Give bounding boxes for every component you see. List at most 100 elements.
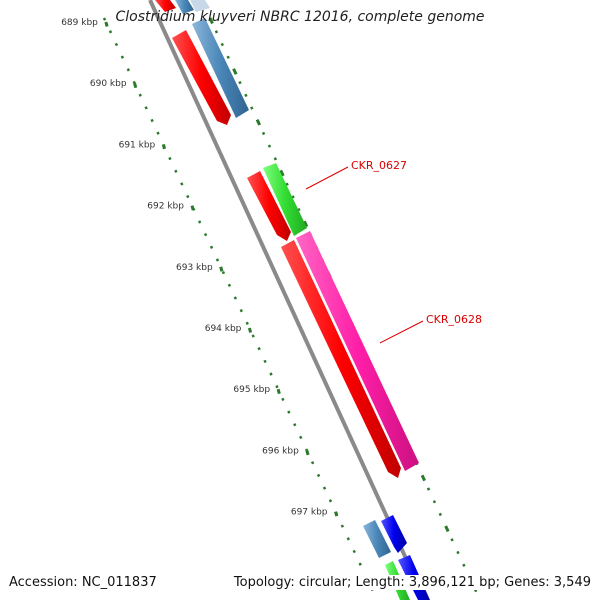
tick-dot <box>102 17 107 21</box>
kbp-tick-label: 689 kbp <box>61 18 98 28</box>
tick-dot <box>209 245 214 249</box>
tick-dot <box>174 169 178 173</box>
gene-steel-upper[interactable] <box>192 18 249 118</box>
outer-tick-dot <box>432 500 437 504</box>
kbp-tick-mark <box>219 266 224 272</box>
tick-dot <box>352 549 356 554</box>
gene-red-mid-short[interactable] <box>247 171 291 241</box>
kbp-tick-ring: 689 kbp 690 kbp 691 kbp 692 kbp 693 kbp 694 k… <box>61 17 374 592</box>
kbp-tick-label: 691 kbp <box>119 140 156 150</box>
kbp-tick: 693 kbp <box>176 263 224 273</box>
outer-tick-dot <box>226 55 230 59</box>
kbp-tick: 694 kbp <box>205 324 253 334</box>
gene-red-partial-top[interactable] <box>155 0 176 12</box>
gene-label-ckr-0627[interactable]: CKR_0627 <box>351 159 407 172</box>
tick-dot <box>156 131 160 135</box>
tick-dot <box>340 524 345 528</box>
gene-pink-ckr-0628[interactable] <box>296 231 419 471</box>
tick-dot <box>150 118 154 123</box>
kbp-tick-label: 696 kbp <box>262 446 299 456</box>
tick-dot <box>126 68 130 72</box>
outer-tick-dot <box>208 17 214 25</box>
tick-dot <box>287 410 291 414</box>
kbp-tick: 695 kbp <box>233 385 281 395</box>
tick-dot <box>203 232 208 237</box>
tick-dot <box>328 499 333 503</box>
kbp-tick: 692 kbp <box>147 202 195 212</box>
tick-dot <box>215 258 220 262</box>
kbp-tick-mark <box>334 511 339 517</box>
tick-dot <box>251 334 255 338</box>
tick-dot <box>120 55 125 59</box>
gene-track <box>155 0 430 600</box>
kbp-tick: 697 kbp <box>291 508 339 518</box>
kbp-tick-mark <box>104 21 109 27</box>
tick-dot <box>310 461 315 465</box>
tick-dot <box>269 372 273 376</box>
outer-tick-dot <box>244 93 248 97</box>
tick-dot <box>358 562 362 566</box>
outer-tick-dot <box>255 118 262 126</box>
tick-dot <box>180 182 184 186</box>
genome-backbone <box>148 0 427 600</box>
outer-tick-dot <box>232 68 238 75</box>
gene-red-upper[interactable] <box>172 30 231 125</box>
gene-blue-bottom[interactable] <box>381 515 407 553</box>
tick-dot <box>299 435 303 440</box>
outer-tick-dot <box>220 42 224 47</box>
outer-tick-dot <box>285 182 289 186</box>
outer-tick-dot <box>302 220 309 228</box>
outer-tick-dot <box>291 195 295 199</box>
kbp-tick-label: 694 kbp <box>205 324 242 334</box>
kbp-tick-mark <box>247 327 253 333</box>
accession-text: Accession: NC_011837 <box>9 575 157 590</box>
tick-dot <box>108 30 113 34</box>
kbp-tick: 696 kbp <box>262 446 310 456</box>
outer-tick-dot <box>273 157 277 161</box>
kbp-tick-label: 692 kbp <box>147 202 184 212</box>
kbp-tick-label: 695 kbp <box>233 385 270 395</box>
gene-steel-partial-top-b[interactable] <box>190 0 210 12</box>
outer-tick-dot <box>214 30 219 34</box>
gene-red-long[interactable] <box>281 240 401 478</box>
gene-green-ckr-0627[interactable] <box>263 163 307 236</box>
tick-dot <box>233 296 237 300</box>
callout-ckr-0627: CKR_0627 <box>305 159 407 190</box>
tick-dot <box>346 537 350 541</box>
genome-summary-text: Topology: circular; Length: 3,896,121 bp… <box>233 575 591 590</box>
outer-tick-dot <box>438 512 442 517</box>
kbp-tick-mark <box>190 205 195 211</box>
tick-dot <box>186 194 190 199</box>
tick-dot <box>221 270 226 275</box>
gene-steel-bottom[interactable] <box>363 520 391 558</box>
outer-tick-dot <box>267 144 272 148</box>
outer-tick-dot <box>297 207 301 212</box>
tick-dot <box>138 93 142 97</box>
outer-tick-dot <box>462 563 466 567</box>
genome-title: Clostridium kluyveri NBRC 12016, complet… <box>115 9 485 25</box>
tick-dot <box>316 473 321 478</box>
tick-dot <box>275 385 279 389</box>
gene-label-ckr-0628[interactable]: CKR_0628 <box>426 313 482 326</box>
kbp-tick-mark <box>305 450 310 456</box>
kbp-tick-mark <box>276 388 281 395</box>
tick-dot <box>293 423 297 427</box>
kbp-tick: 691 kbp <box>119 140 166 150</box>
tick-dot <box>322 486 327 490</box>
outer-tick-dot <box>238 80 242 85</box>
outer-tick-dot <box>456 550 460 555</box>
tick-dot <box>257 347 261 351</box>
tick-dot <box>114 42 119 47</box>
gene-steel-partial-top-a[interactable] <box>175 0 194 14</box>
kbp-tick-label: 693 kbp <box>176 263 213 273</box>
tick-dot <box>239 308 243 313</box>
outer-tick-dot <box>261 131 266 136</box>
kbp-tick-label: 690 kbp <box>90 79 127 89</box>
outer-tick-dot <box>426 487 431 491</box>
callout-ckr-0628: CKR_0628 <box>379 313 482 344</box>
tick-dot <box>227 283 232 287</box>
tick-dot <box>245 321 249 325</box>
kbp-tick-label: 697 kbp <box>291 508 328 518</box>
tick-dot <box>197 220 202 224</box>
